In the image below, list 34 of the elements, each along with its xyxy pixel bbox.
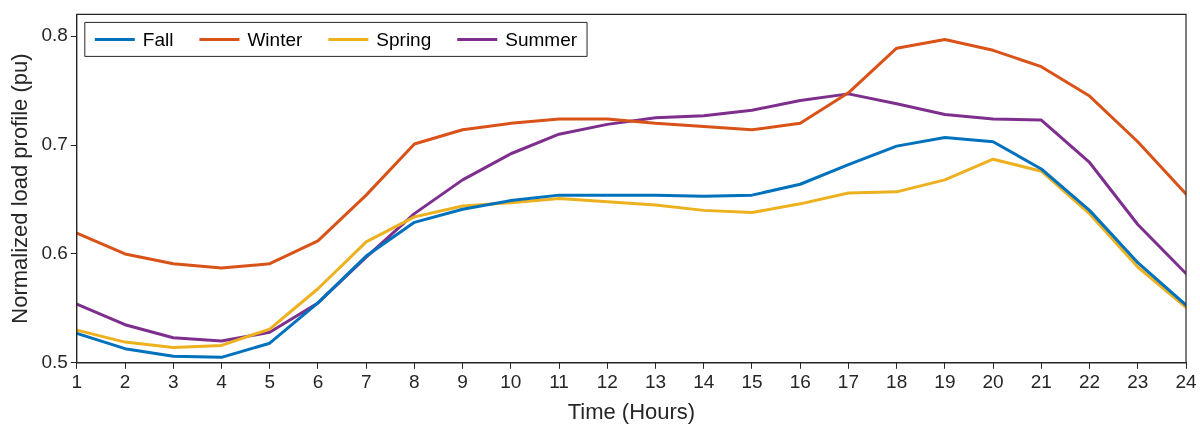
- x-tick-label: 16: [789, 371, 811, 393]
- x-tick-label: 10: [500, 371, 522, 393]
- legend-label: Winter: [247, 28, 303, 50]
- x-tick-label: 7: [360, 371, 372, 393]
- x-tick-label: 15: [741, 371, 763, 393]
- x-tick-label: 14: [693, 371, 715, 393]
- y-axis-title: Normalized load profile (pu): [7, 53, 33, 324]
- x-tick-label: 3: [167, 371, 179, 393]
- x-tick-label: 21: [1030, 371, 1052, 393]
- x-tick-label: 5: [264, 371, 275, 393]
- x-tick-label: 1: [71, 371, 83, 393]
- x-tick-label: 9: [457, 371, 468, 393]
- x-axis-title: Time (Hours): [567, 398, 696, 424]
- x-tick-label: 18: [886, 371, 908, 393]
- x-tick-label: 2: [119, 371, 131, 393]
- x-tick-label: 13: [644, 371, 667, 393]
- x-tick-label: 19: [934, 371, 956, 393]
- x-tick-label: 6: [312, 371, 324, 393]
- y-tick-label: 0.7: [41, 133, 68, 155]
- x-tick-label: 11: [549, 371, 569, 393]
- legend-label: Fall: [142, 28, 174, 50]
- x-tick-label: 22: [1078, 371, 1101, 393]
- x-tick-label: 23: [1127, 371, 1149, 393]
- y-tick-label: 0.8: [41, 24, 68, 46]
- legend-label: Summer: [505, 28, 578, 50]
- x-tick-label: 8: [409, 371, 420, 393]
- legend-label: Spring: [376, 28, 432, 50]
- x-tick-label: 24: [1175, 371, 1197, 393]
- x-tick-label: 12: [596, 371, 618, 393]
- x-tick-label: 4: [216, 371, 228, 393]
- x-tick-label: 17: [837, 371, 859, 393]
- y-tick-label: 0.5: [41, 351, 68, 373]
- x-tick-label: 20: [982, 371, 1004, 393]
- y-tick-label: 0.6: [41, 242, 68, 264]
